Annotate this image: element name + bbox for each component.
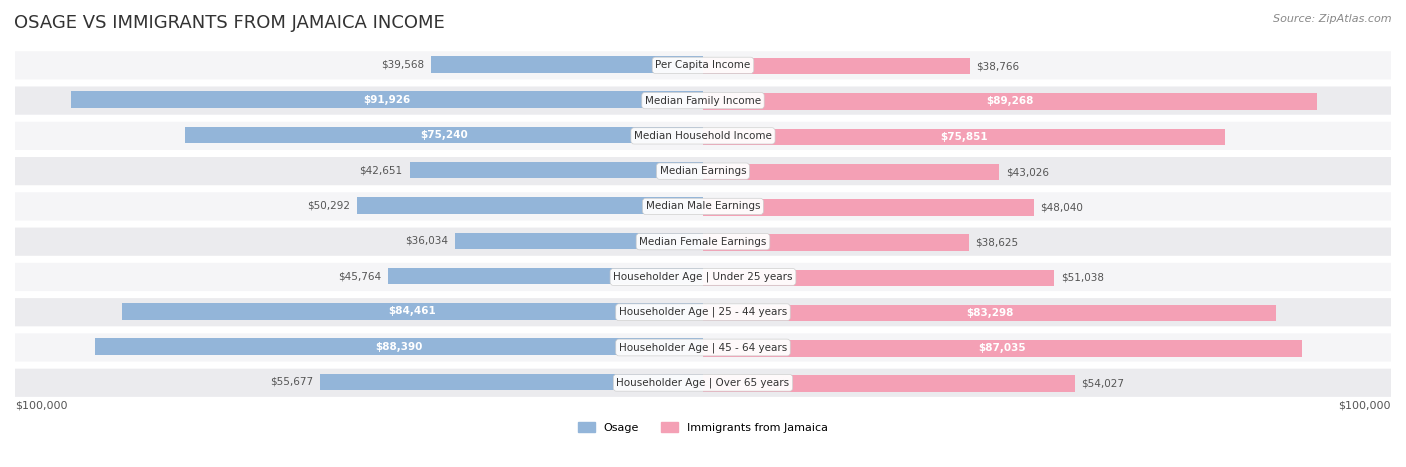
Bar <box>703 199 1033 216</box>
Text: $48,040: $48,040 <box>1040 202 1083 212</box>
Text: OSAGE VS IMMIGRANTS FROM JAMAICA INCOME: OSAGE VS IMMIGRANTS FROM JAMAICA INCOME <box>14 14 444 32</box>
FancyBboxPatch shape <box>15 86 1391 115</box>
Text: $55,677: $55,677 <box>270 377 314 387</box>
Text: Median Female Earnings: Median Female Earnings <box>640 237 766 247</box>
Bar <box>703 375 1074 392</box>
Text: $100,000: $100,000 <box>1339 400 1391 410</box>
FancyBboxPatch shape <box>15 51 1391 79</box>
Text: Median Earnings: Median Earnings <box>659 166 747 176</box>
FancyBboxPatch shape <box>15 157 1391 185</box>
Bar <box>186 127 703 143</box>
Text: $75,240: $75,240 <box>420 130 468 140</box>
FancyBboxPatch shape <box>15 368 1391 397</box>
FancyBboxPatch shape <box>15 263 1391 291</box>
Text: $100,000: $100,000 <box>15 400 67 410</box>
Text: $91,926: $91,926 <box>363 95 411 105</box>
Text: Median Household Income: Median Household Income <box>634 131 772 141</box>
Text: $84,461: $84,461 <box>388 306 436 316</box>
Bar <box>703 58 970 74</box>
Bar <box>703 269 1054 286</box>
Bar <box>122 303 703 319</box>
Text: $43,026: $43,026 <box>1005 167 1049 177</box>
Text: Source: ZipAtlas.com: Source: ZipAtlas.com <box>1274 14 1392 24</box>
Text: $51,038: $51,038 <box>1062 273 1104 283</box>
Bar <box>409 162 703 178</box>
FancyBboxPatch shape <box>15 227 1391 256</box>
Text: $75,851: $75,851 <box>941 132 988 142</box>
Text: $38,625: $38,625 <box>976 238 1019 248</box>
Bar <box>388 268 703 284</box>
Bar <box>357 197 703 214</box>
Bar <box>703 234 969 251</box>
Legend: Osage, Immigrants from Jamaica: Osage, Immigrants from Jamaica <box>574 417 832 437</box>
Bar <box>703 93 1317 110</box>
FancyBboxPatch shape <box>15 333 1391 361</box>
Bar <box>703 128 1225 145</box>
Text: $88,390: $88,390 <box>375 341 423 352</box>
Bar <box>321 374 703 390</box>
Text: Householder Age | 45 - 64 years: Householder Age | 45 - 64 years <box>619 342 787 353</box>
Text: $50,292: $50,292 <box>307 200 350 211</box>
Text: $87,035: $87,035 <box>979 343 1026 354</box>
Text: $83,298: $83,298 <box>966 308 1014 318</box>
Bar <box>703 164 1000 180</box>
Text: $54,027: $54,027 <box>1081 379 1125 389</box>
FancyBboxPatch shape <box>15 298 1391 326</box>
Text: Median Male Earnings: Median Male Earnings <box>645 201 761 212</box>
Bar <box>94 339 703 355</box>
Text: $89,268: $89,268 <box>987 97 1033 106</box>
Bar <box>70 92 703 108</box>
Bar <box>456 233 703 249</box>
FancyBboxPatch shape <box>15 122 1391 150</box>
Text: Householder Age | Over 65 years: Householder Age | Over 65 years <box>616 377 790 388</box>
Text: Householder Age | Under 25 years: Householder Age | Under 25 years <box>613 272 793 282</box>
Text: $36,034: $36,034 <box>405 236 449 246</box>
Text: Householder Age | 25 - 44 years: Householder Age | 25 - 44 years <box>619 307 787 318</box>
Bar <box>703 305 1277 321</box>
Text: Median Family Income: Median Family Income <box>645 96 761 106</box>
Text: $45,764: $45,764 <box>337 271 381 281</box>
Bar <box>430 56 703 73</box>
Bar <box>703 340 1302 357</box>
FancyBboxPatch shape <box>15 192 1391 220</box>
Text: $42,651: $42,651 <box>360 165 402 175</box>
Text: $38,766: $38,766 <box>977 61 1019 71</box>
Text: $39,568: $39,568 <box>381 59 423 70</box>
Text: Per Capita Income: Per Capita Income <box>655 60 751 71</box>
